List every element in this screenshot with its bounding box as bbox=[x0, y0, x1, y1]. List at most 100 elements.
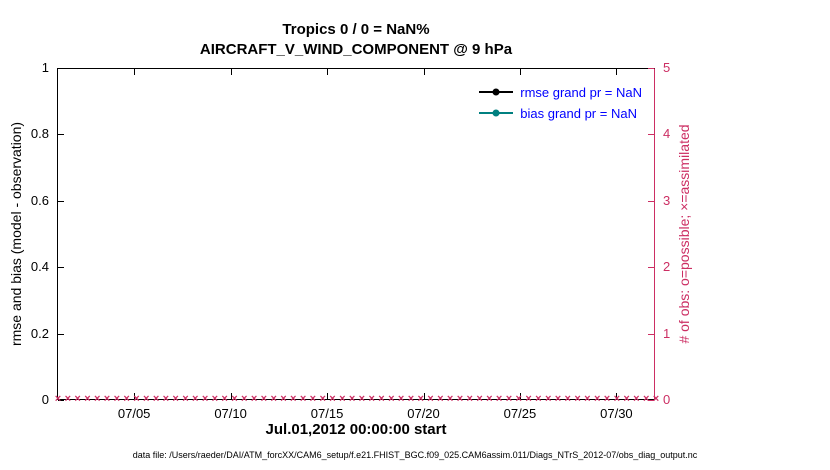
x-tick-label: 07/15 bbox=[310, 406, 344, 421]
right-y-tick-mark bbox=[648, 200, 654, 202]
legend-marker-dot-icon bbox=[492, 109, 500, 117]
legend-label: bias grand pr = NaN bbox=[520, 105, 637, 121]
x-tick-label: 07/20 bbox=[407, 406, 440, 421]
assimilated-obs-marker: × bbox=[417, 393, 424, 405]
left-y-tick-label: 0 bbox=[41, 392, 49, 407]
x-tick-label: 07/10 bbox=[214, 406, 247, 421]
assimilated-obs-marker: × bbox=[495, 393, 503, 405]
x-tick-mark-top bbox=[327, 69, 329, 75]
legend-label: rmse grand pr = NaN bbox=[520, 84, 642, 100]
assimilated-obs-marker: × bbox=[348, 393, 356, 405]
right-y-tick-label: 2 bbox=[663, 259, 671, 275]
assimilated-obs-marker: × bbox=[299, 393, 307, 405]
data-file-caption: data file: /Users/raeder/DAI/ATM_forcXX/… bbox=[132, 450, 698, 460]
assimilated-obs-marker: × bbox=[574, 393, 581, 405]
assimilated-obs-marker: × bbox=[623, 393, 630, 405]
x-tick-label: 07/25 bbox=[503, 406, 537, 421]
assimilated-obs-marker: × bbox=[250, 393, 258, 405]
x-tick-mark-bottom bbox=[230, 393, 232, 399]
assimilated-obs-marker: × bbox=[397, 393, 405, 405]
assimilated-obs-marker: × bbox=[113, 393, 121, 405]
assimilated-obs-marker: × bbox=[162, 393, 170, 405]
left-y-tick-label: 0.2 bbox=[30, 325, 49, 341]
right-y-tick-label: 1 bbox=[663, 325, 671, 341]
right-y-tick-label: 4 bbox=[663, 126, 671, 142]
assimilated-obs-marker: × bbox=[584, 393, 591, 405]
assimilated-obs-marker: × bbox=[74, 393, 81, 405]
assimilated-obs-marker: × bbox=[535, 393, 542, 405]
assimilated-obs-marker: × bbox=[633, 393, 640, 405]
assimilated-obs-marker: × bbox=[270, 393, 277, 405]
assimilated-obs-marker: × bbox=[211, 393, 219, 405]
assimilated-obs-marker: × bbox=[309, 393, 317, 405]
left-y-tick-label: 0.8 bbox=[30, 126, 49, 142]
assimilated-obs-marker: × bbox=[231, 393, 238, 405]
right-axis-label: # of obs: o=possible; ×=assimilated bbox=[676, 124, 692, 344]
left-y-tick-mark bbox=[58, 68, 64, 69]
right-y-tick-label: 0 bbox=[663, 392, 671, 407]
right-y-tick-mark bbox=[648, 333, 654, 335]
assimilated-obs-marker: × bbox=[152, 393, 160, 405]
assimilated-obs-marker: × bbox=[437, 393, 444, 405]
assimilated-obs-marker: × bbox=[172, 393, 179, 405]
right-y-tick-mark bbox=[648, 134, 654, 136]
right-y-tick-mark bbox=[648, 68, 654, 69]
x-tick-mark-bottom bbox=[134, 393, 136, 399]
right-y-tick-label: 3 bbox=[663, 192, 671, 208]
assimilated-obs-marker: × bbox=[466, 393, 473, 405]
x-tick-label: 07/05 bbox=[117, 406, 151, 421]
x-tick-mark-bottom bbox=[327, 393, 329, 399]
assimilated-obs-marker: × bbox=[544, 393, 552, 405]
x-tick-mark-bottom bbox=[519, 393, 521, 399]
left-y-tick-label: 1 bbox=[41, 60, 49, 75]
x-tick-mark-top bbox=[519, 69, 521, 75]
assimilated-obs-marker: × bbox=[241, 393, 248, 405]
assimilated-obs-marker: × bbox=[593, 393, 601, 405]
left-y-tick-mark bbox=[58, 333, 64, 335]
assimilated-obs-marker: × bbox=[368, 393, 375, 405]
x-tick-mark-top bbox=[616, 69, 618, 75]
assimilated-obs-marker: × bbox=[564, 393, 571, 405]
x-axis-label: Jul.01,2012 00:00:00 start bbox=[265, 421, 447, 438]
assimilated-obs-marker: × bbox=[319, 393, 326, 405]
assimilated-obs-marker: × bbox=[123, 393, 130, 405]
assimilated-obs-marker: × bbox=[446, 393, 454, 405]
left-y-tick-mark bbox=[58, 400, 64, 401]
assimilated-obs-marker: × bbox=[260, 393, 268, 405]
x-tick-mark-top bbox=[423, 69, 425, 75]
legend: rmse grand pr = NaN bias grand pr = NaN bbox=[475, 81, 646, 124]
assimilated-obs-marker: × bbox=[182, 393, 189, 405]
assimilated-obs-marker: × bbox=[407, 393, 415, 405]
legend-line-sample-icon bbox=[479, 88, 514, 96]
assimilated-obs-marker: × bbox=[93, 393, 101, 405]
assimilated-obs-marker: × bbox=[339, 393, 346, 405]
left-y-tick-label: 0.4 bbox=[30, 259, 49, 275]
x-tick-mark-top bbox=[134, 69, 136, 75]
left-y-tick-mark bbox=[58, 134, 64, 136]
plot-title-line2: AIRCRAFT_V_WIND_COMPONENT @ 9 hPa bbox=[199, 41, 513, 58]
assimilated-obs-marker: × bbox=[476, 393, 483, 405]
right-y-tick-mark bbox=[648, 400, 654, 401]
assimilated-obs-marker: × bbox=[642, 393, 650, 405]
right-y-tick-mark bbox=[648, 267, 654, 269]
x-tick-mark-bottom bbox=[616, 393, 618, 399]
assimilated-obs-marker: × bbox=[201, 393, 209, 405]
assimilated-obs-marker: × bbox=[378, 393, 385, 405]
assimilated-obs-marker: × bbox=[486, 393, 493, 405]
assimilated-obs-marker: × bbox=[143, 393, 150, 405]
legend-row: rmse grand pr = NaN bbox=[479, 83, 642, 101]
assimilated-obs-marker: × bbox=[515, 393, 522, 405]
assimilated-obs-marker: × bbox=[505, 393, 513, 405]
assimilated-obs-marker: × bbox=[358, 393, 366, 405]
left-axis-label: rmse and bias (model - observation) bbox=[8, 121, 24, 347]
assimilated-obs-marker: × bbox=[613, 393, 620, 405]
assimilated-obs-marker: × bbox=[64, 393, 72, 405]
plot-area: rmse grand pr = NaN bias grand pr = NaN ×… bbox=[55, 68, 659, 405]
left-y-tick-mark bbox=[58, 200, 64, 202]
legend-line-sample-icon bbox=[479, 109, 514, 117]
assimilated-obs-marker: × bbox=[525, 393, 532, 405]
assimilated-obs-marker: × bbox=[103, 393, 111, 405]
legend-row: bias grand pr = NaN bbox=[479, 104, 642, 122]
x-tick-mark-bottom bbox=[423, 393, 425, 399]
